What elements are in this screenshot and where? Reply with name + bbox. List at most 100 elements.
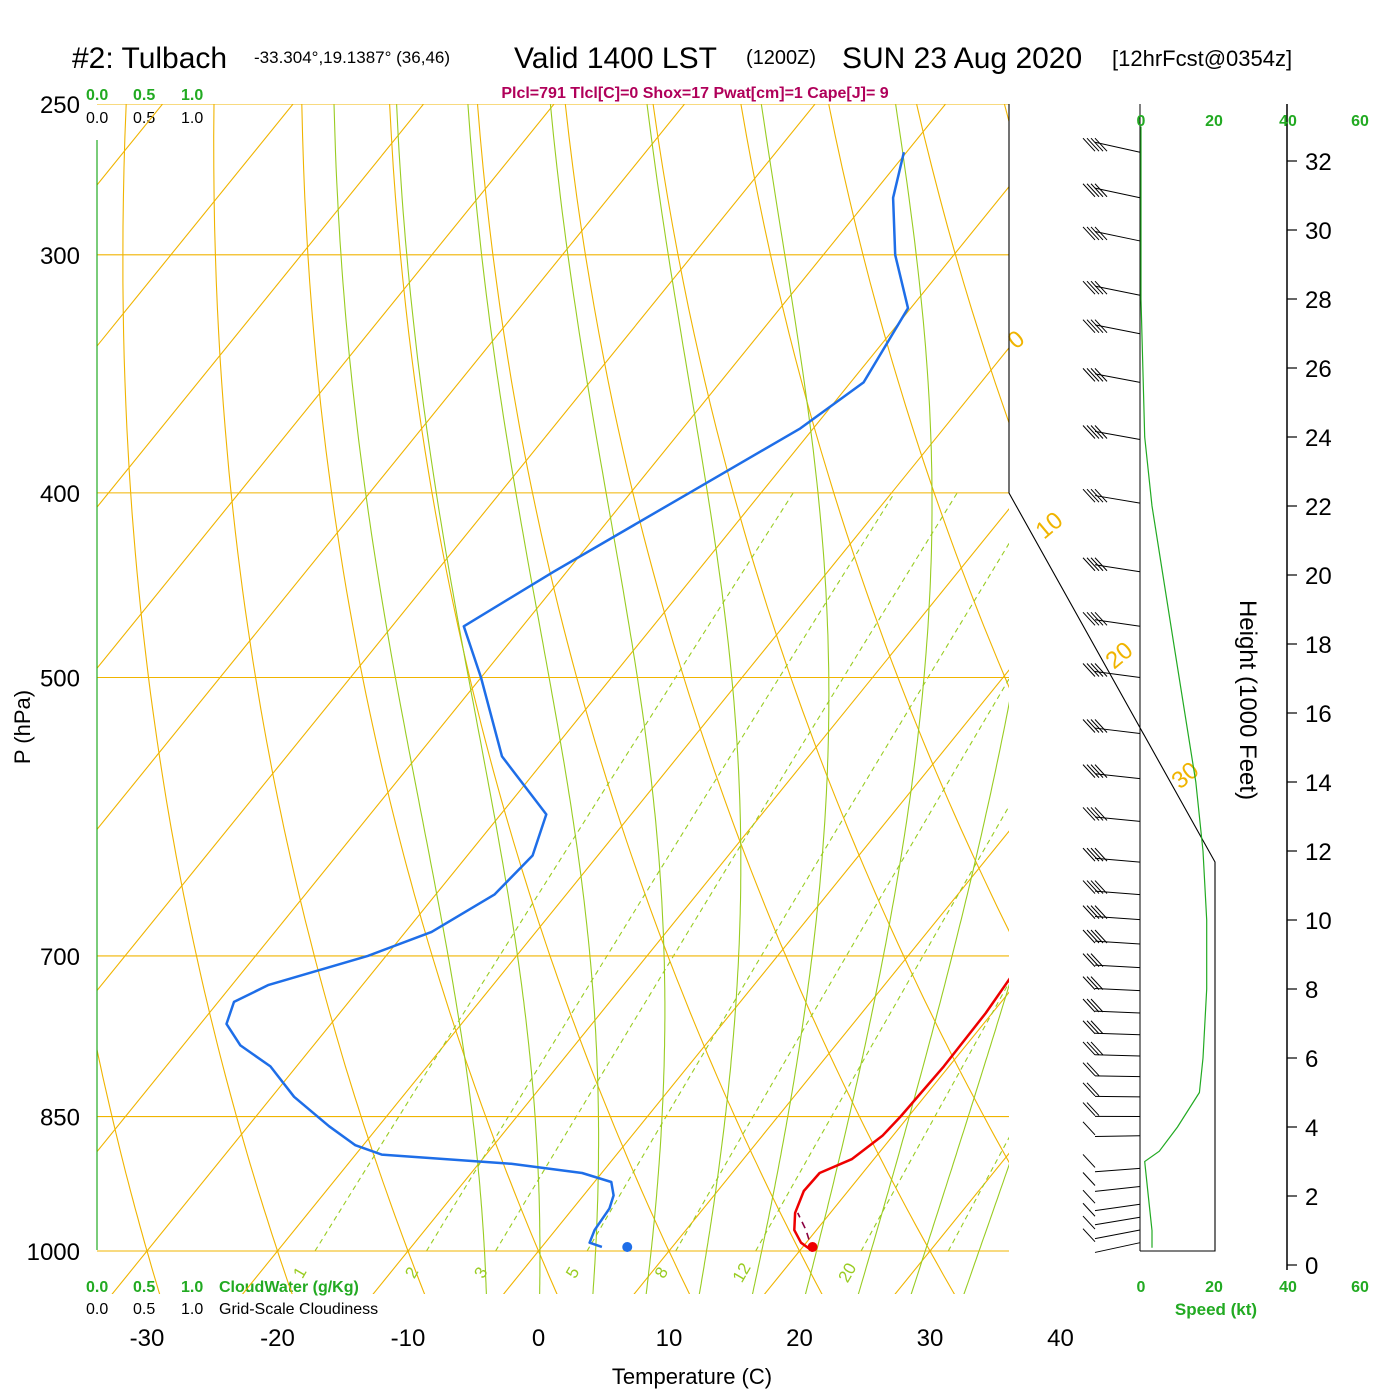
- wind-barb-flag: [1082, 319, 1096, 334]
- wind-barb-flag: [1086, 719, 1100, 733]
- speed-tick-label-top: 0: [1137, 113, 1146, 130]
- temperature-tick-label: 30: [917, 1325, 944, 1352]
- cloud-scale-top-0: 0.0: [86, 87, 108, 104]
- wind-barb-flag: [1082, 847, 1096, 862]
- speed-tick-label-top: 60: [1351, 113, 1369, 130]
- wind-barb-shaft: [1094, 890, 1141, 896]
- wind-barb-flag: [1082, 137, 1096, 152]
- pressure-tick-label: 250: [40, 92, 80, 119]
- wind-barb-flag: [1090, 137, 1104, 152]
- wind-barb-flag: [1090, 807, 1104, 821]
- wind-barb-flag: [1086, 929, 1100, 944]
- wind-barb-flag: [1086, 183, 1100, 198]
- wind-barb-flag: [1082, 719, 1096, 733]
- wind-barb-flag: [1082, 1062, 1096, 1076]
- y2-axis-title: Height (1000 Feet): [1234, 600, 1261, 800]
- wind-barb-shaft: [1094, 324, 1141, 335]
- temperature-tick-label: 0: [532, 1325, 545, 1352]
- cloud-scale-top: 0.0 0.5 1.0 0.0 0.5 1.0: [86, 87, 203, 127]
- speed-tick-label-bottom: 40: [1279, 1279, 1297, 1296]
- wind-barb-flag: [1082, 976, 1096, 990]
- wind-barb-shaft: [1094, 1054, 1141, 1057]
- mixing-ratio-label: 20: [834, 1260, 860, 1286]
- wind-barb: [1082, 1172, 1141, 1192]
- wind-speed-profile-line: [1140, 126, 1208, 1248]
- wind-barb-flag: [1090, 976, 1104, 990]
- wind-barb-flag: [1086, 425, 1100, 439]
- wind-barb-flag: [1094, 183, 1108, 198]
- pressure-tick-label: 400: [40, 481, 80, 508]
- wind-barb-flag: [1082, 1189, 1096, 1204]
- height-tick-label: 10: [1305, 908, 1332, 935]
- wind-barb-shaft: [1094, 1075, 1141, 1078]
- wind-barb-flag: [1082, 1102, 1096, 1116]
- isotherm-line: [1015, 70, 1400, 1307]
- wind-barb-flag: [1086, 847, 1100, 862]
- moist-adiabat-line: [857, 701, 1009, 1294]
- moist-adiabat-line: [549, 104, 666, 1294]
- wind-barb-flag: [1094, 226, 1108, 241]
- height-tick-label: 4: [1305, 1115, 1318, 1142]
- wind-barb: [1082, 1082, 1141, 1098]
- wind-barb-flag: [1082, 280, 1096, 295]
- wind-barb-flag: [1086, 319, 1100, 334]
- wind-barb-flag: [1086, 953, 1100, 967]
- speed-tick-label-top: 40: [1279, 113, 1297, 130]
- wind-barb-shaft: [1094, 773, 1141, 780]
- wind-barb-flag: [1090, 764, 1104, 778]
- wind-barb-flag: [1086, 1062, 1100, 1076]
- isotherm-line: [372, 508, 1009, 1294]
- wind-barb-flag: [1094, 488, 1108, 503]
- wind-barb-flag: [1094, 425, 1108, 439]
- wind-barb-shaft: [1094, 816, 1141, 822]
- dry-adiabat-line: [1003, 104, 1009, 124]
- wind-barb: [1082, 1062, 1141, 1078]
- wind-barb: [1082, 1102, 1141, 1118]
- moist-adiabat-line: [963, 1163, 1009, 1294]
- wind-barb: [1082, 1202, 1141, 1226]
- cloudiness-label: Grid-Scale Cloudiness: [219, 1301, 378, 1318]
- wind-barb-shaft: [1094, 1242, 1141, 1253]
- wind-barb: [1082, 998, 1141, 1014]
- title-zulu: (1200Z): [746, 47, 816, 69]
- cloudwater-label: CloudWater (g/Kg): [219, 1279, 359, 1296]
- wind-barb-flag: [1094, 611, 1108, 626]
- isotherm-line: [894, 1152, 1009, 1294]
- plot-frame: [96, 104, 1216, 1252]
- isotherm-line: [763, 991, 1009, 1294]
- mixing-ratio-line: [586, 542, 1009, 1252]
- cloudiness-scale-top-1: 0.5: [133, 110, 155, 127]
- wind-barb-flag: [1082, 1154, 1096, 1168]
- mixing-ratio-line: [947, 1136, 1009, 1252]
- wind-barb: [1082, 976, 1141, 992]
- wind-barb-flag: [1094, 807, 1108, 821]
- surface-temperature-dot: [807, 1242, 818, 1252]
- title-valid: Valid 1400 LST: [514, 42, 717, 75]
- height-tick-label: 6: [1305, 1046, 1318, 1073]
- isotherm-line: [1146, 70, 1400, 1307]
- wind-barb-flag: [1094, 905, 1108, 919]
- wind-barb-flag: [1086, 905, 1100, 919]
- height-tick-label: 26: [1305, 356, 1332, 383]
- isotherm-line: [97, 104, 294, 347]
- wind-barb-flag: [1090, 905, 1104, 919]
- dry-adiabat-line: [301, 104, 558, 1294]
- wind-barb-flag: [1086, 764, 1100, 778]
- moist-adiabat-line: [467, 104, 600, 1294]
- background-lines: [97, 70, 1400, 1307]
- wind-barb-flag: [1082, 1082, 1096, 1097]
- wind-barb-shaft: [1094, 187, 1141, 199]
- wind-barb-flag: [1086, 663, 1100, 677]
- dry-adiabat-line: [476, 104, 823, 1294]
- dry-adiabat-line: [828, 104, 1009, 689]
- wind-barb: [1082, 847, 1141, 863]
- mixing-ratio-label: 3: [470, 1264, 491, 1282]
- wind-barb-flag: [1086, 976, 1100, 990]
- wind-barb-flag: [1090, 280, 1104, 295]
- wind-barb: [1082, 226, 1141, 242]
- dewpoint-line: [225, 151, 910, 1249]
- moist-adiabat-line: [910, 983, 1009, 1294]
- moist-adiabat-line: [804, 104, 933, 1294]
- temperature-tick-label: -20: [260, 1325, 295, 1352]
- wind-barb: [1082, 611, 1141, 627]
